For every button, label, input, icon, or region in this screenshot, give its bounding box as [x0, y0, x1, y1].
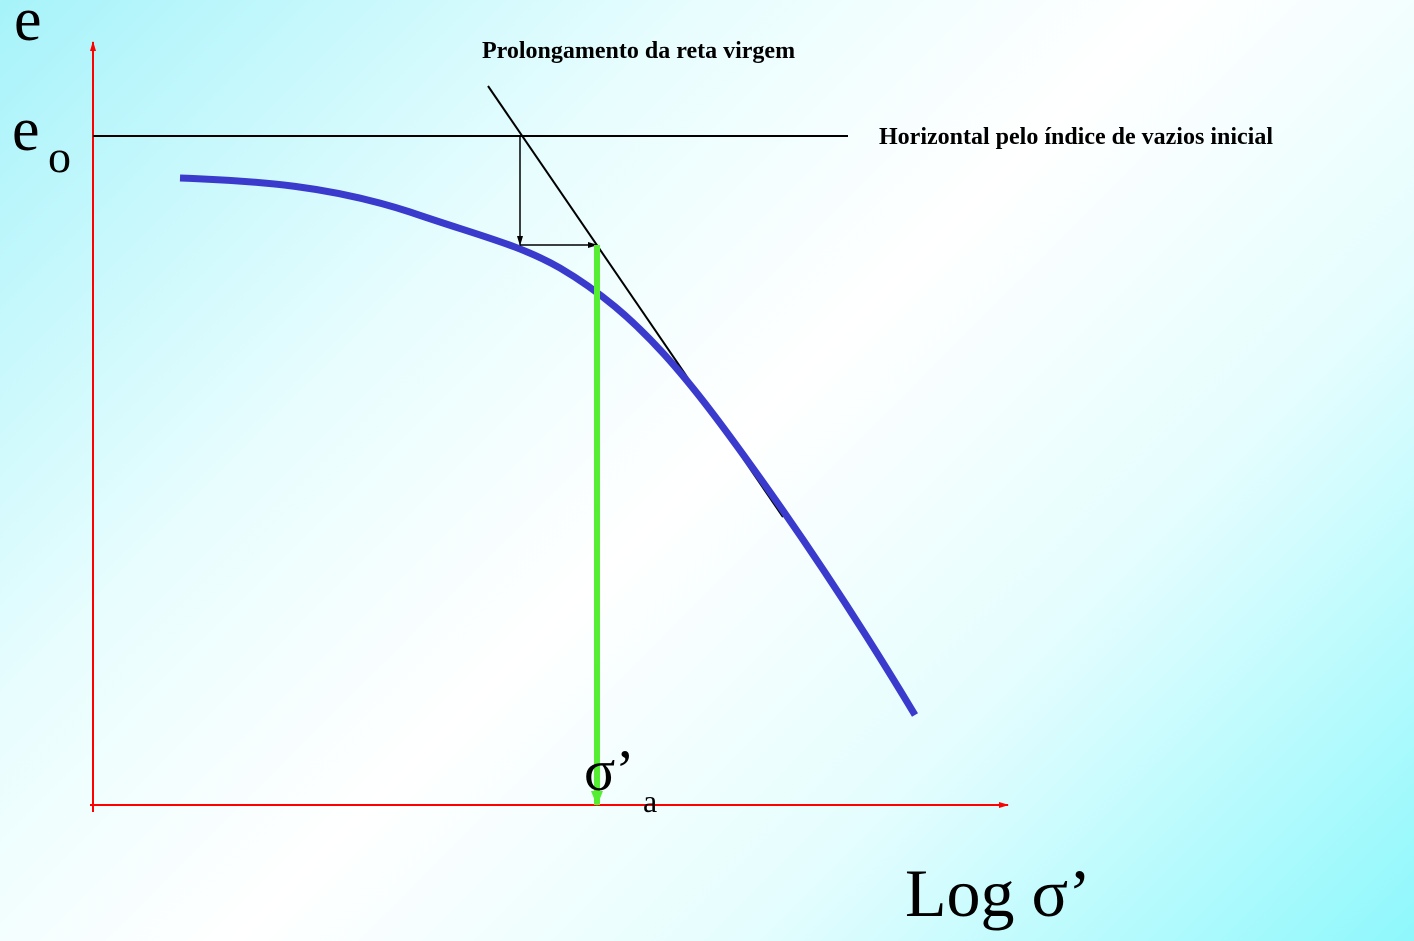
annotation: Horizontal pelo índice de vazios inicial [879, 124, 1273, 150]
e0-subscript: o [48, 131, 71, 182]
annotation: Prolongamento da reta virgem [482, 38, 795, 64]
sigma-symbol: σ’ [584, 738, 635, 803]
e0-symbol: e [12, 96, 40, 164]
y-axis-label: e [14, 0, 42, 54]
x-axis-label: Log σ’ [905, 855, 1091, 931]
compression-curve [179, 174, 919, 717]
sigma-subscript: a [643, 783, 657, 819]
